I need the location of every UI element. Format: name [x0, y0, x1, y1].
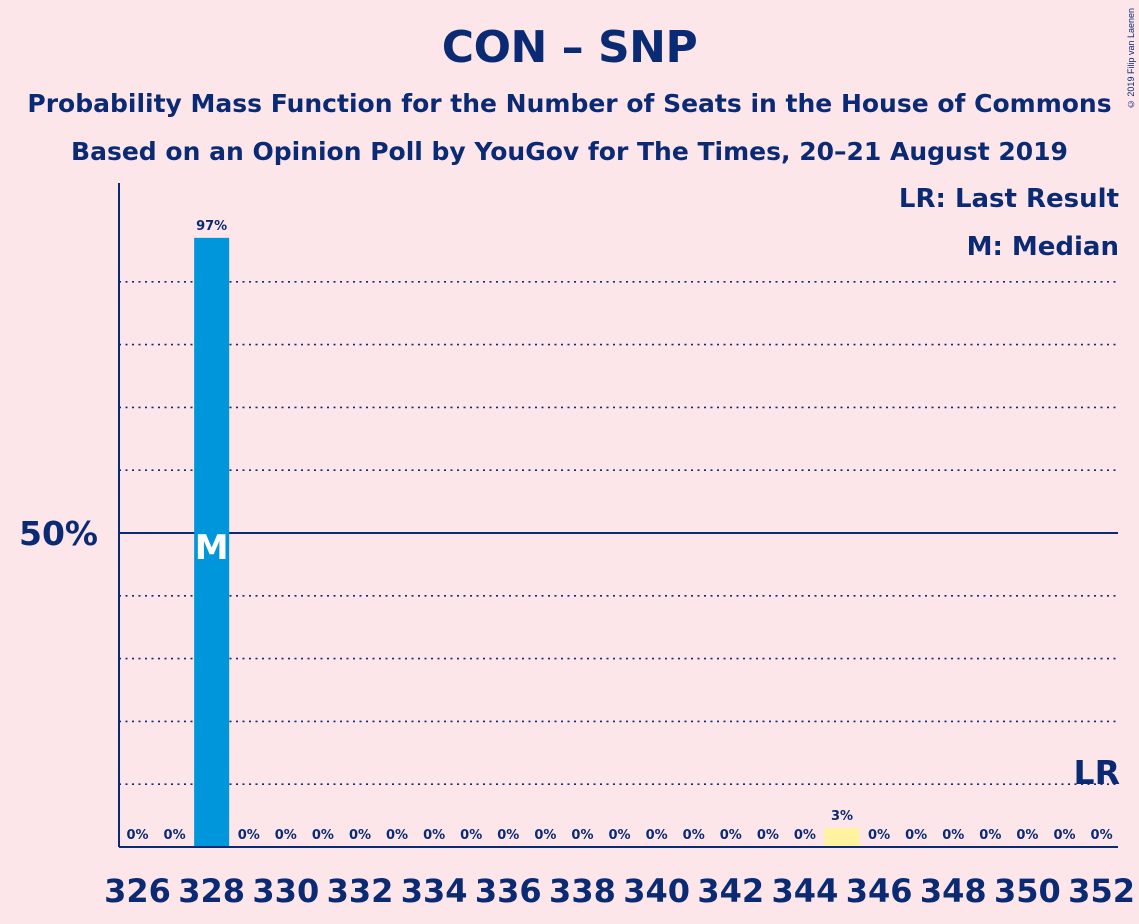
bar-value-label: 0%: [386, 828, 408, 843]
bar-value-label: 0%: [905, 828, 927, 843]
bar-value-label: 0%: [534, 828, 556, 843]
bar-value-label: 0%: [1091, 828, 1113, 843]
bar-value-label: 0%: [720, 828, 742, 843]
last-result-marker: LR: [1074, 753, 1120, 792]
x-tick-label: 332: [327, 872, 394, 910]
x-tick-label: 338: [549, 872, 616, 910]
legend-median: M: Median: [966, 232, 1119, 262]
bar-value-label: 0%: [275, 828, 297, 843]
bar-value-label: 0%: [794, 828, 816, 843]
x-tick-label: 336: [475, 872, 542, 910]
bar-value-label: 0%: [238, 828, 260, 843]
x-tick-label: 330: [252, 872, 319, 910]
bar-value-label: 0%: [1016, 828, 1038, 843]
x-tick-label: 342: [697, 872, 764, 910]
x-tick-label: 346: [846, 872, 913, 910]
x-tick-label: 352: [1068, 872, 1135, 910]
bar-value-label: 0%: [979, 828, 1001, 843]
bar-value-label: 0%: [646, 828, 668, 843]
chart-subtitle: Probability Mass Function for the Number…: [27, 89, 1112, 118]
bar-value-label: 0%: [423, 828, 445, 843]
legend-last-result: LR: Last Result: [898, 184, 1119, 214]
x-tick-label: 350: [994, 872, 1061, 910]
bar-value-label: 0%: [609, 828, 631, 843]
bar-value-label: 0%: [683, 828, 705, 843]
x-tick-label: 348: [920, 872, 987, 910]
x-tick-label: 326: [104, 872, 171, 910]
bar-value-label: 0%: [868, 828, 890, 843]
bar-value-label: 0%: [1053, 828, 1075, 843]
x-tick-label: 344: [772, 872, 839, 910]
bar-value-label: 0%: [312, 828, 334, 843]
bar-value-label: 0%: [349, 828, 371, 843]
bar: [194, 237, 230, 848]
x-tick-label: 334: [401, 872, 468, 910]
y-tick-label: 50%: [19, 514, 98, 553]
bar-value-label: 0%: [757, 828, 779, 843]
chart-subtitle-source: Based on an Opinion Poll by YouGov for T…: [71, 137, 1068, 166]
bar-value-label: 0%: [497, 828, 519, 843]
bar-value-label: 0%: [164, 828, 186, 843]
bar-value-label: 0%: [126, 828, 148, 843]
x-tick-label: 328: [178, 872, 245, 910]
chart-title: CON – SNP: [441, 22, 698, 73]
bar-value-label: 0%: [942, 828, 964, 843]
bar-value-label: 0%: [571, 828, 593, 843]
bar: [824, 828, 860, 847]
bar-value-label: 0%: [460, 828, 482, 843]
median-marker: M: [195, 528, 229, 568]
bar-value-label: 3%: [831, 809, 853, 824]
bar-value-label: 97%: [196, 219, 227, 234]
x-tick-label: 340: [623, 872, 690, 910]
